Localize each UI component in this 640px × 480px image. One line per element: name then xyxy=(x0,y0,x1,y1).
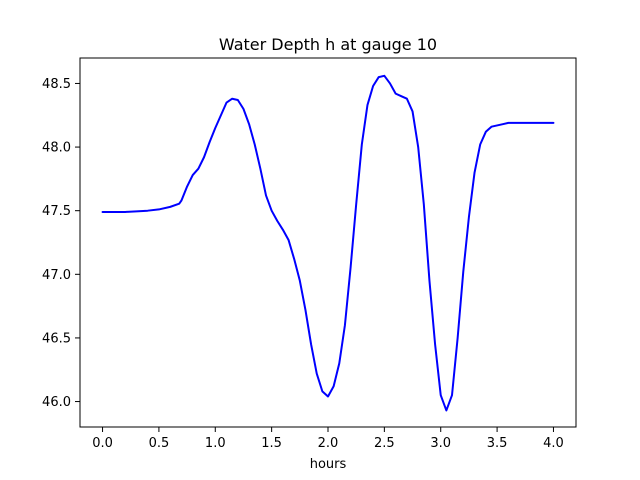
x-tick-label: 1.0 xyxy=(205,436,226,451)
chart-title: Water Depth h at gauge 10 xyxy=(219,35,437,54)
x-axis-label: hours xyxy=(310,457,347,472)
x-tick-label: 0.5 xyxy=(149,436,170,451)
y-tick-label: 48.5 xyxy=(42,77,71,92)
y-axis: 46.0 46.5 47.0 47.5 48.0 48.5 xyxy=(42,77,80,410)
x-tick-label: 3.0 xyxy=(430,436,451,451)
x-tick-label: 2.0 xyxy=(318,436,339,451)
x-tick-label: 4.0 xyxy=(543,436,564,451)
y-tick-label: 46.0 xyxy=(42,395,71,410)
series-line-0 xyxy=(101,74,555,412)
x-tick-label: 1.5 xyxy=(261,436,282,451)
x-tick-label: 2.5 xyxy=(374,436,395,451)
plot-area xyxy=(101,74,555,412)
plot-frame xyxy=(79,57,577,428)
y-tick-label: 47.5 xyxy=(42,204,71,219)
x-tick-label: 0.0 xyxy=(92,436,113,451)
x-axis: 0.0 0.5 1.0 1.5 2.0 2.5 3.0 3.5 4.0 xyxy=(92,427,564,451)
y-tick-label: 48.0 xyxy=(42,141,71,156)
y-tick-label: 46.5 xyxy=(42,331,71,346)
y-tick-label: 47.0 xyxy=(42,268,71,283)
x-tick-label: 3.5 xyxy=(487,436,508,451)
